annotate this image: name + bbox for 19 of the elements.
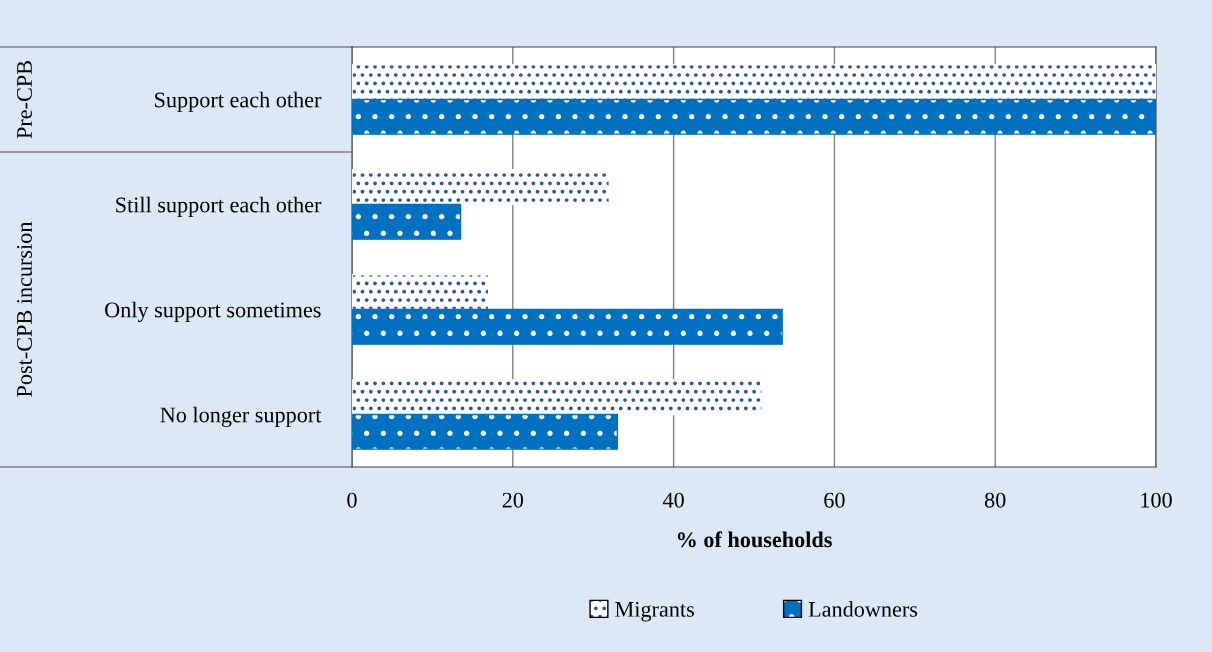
y-tick-label: Still support each other xyxy=(116,196,322,217)
y-tick-label: Support each other xyxy=(155,91,322,112)
legend-label: Migrants xyxy=(615,601,694,622)
text: Pre-CPB xyxy=(17,61,32,139)
bar xyxy=(352,413,619,450)
bar xyxy=(352,203,462,240)
y-tick-label: No longer support xyxy=(160,406,322,428)
text: Post-CPB incursion xyxy=(17,221,32,397)
bar xyxy=(352,308,783,345)
legend-label: Landowners xyxy=(808,601,918,617)
x-tick-label: 40 xyxy=(662,492,684,508)
x-tick-label: 100 xyxy=(1141,492,1172,508)
y-tick-label: Only support sometimes xyxy=(105,301,321,323)
x-axis-title: % of households xyxy=(677,531,832,548)
x-tick-label: 20 xyxy=(502,492,524,508)
x-tick-label: 60 xyxy=(824,492,845,508)
x-tick-label: 0 xyxy=(347,492,357,508)
x-tick-label: 80 xyxy=(984,492,1006,508)
bar xyxy=(352,98,1156,135)
